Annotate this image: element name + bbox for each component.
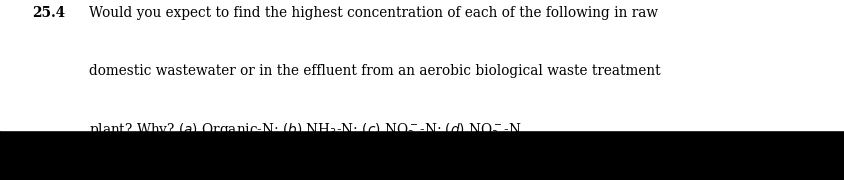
Text: domestic wastewater or in the effluent from an aerobic biological waste treatmen: domestic wastewater or in the effluent f… (89, 64, 659, 78)
Bar (0, 0, 844, 130)
Text: Would you expect to find the highest concentration of each of the following in r: Would you expect to find the highest con… (89, 6, 657, 20)
Text: 25.4: 25.4 (32, 6, 65, 20)
Text: plant? Why? $(a)$ Organic-N; $(b)$ NH$_3$-N; $(c)$ NO$_2^-$-N; $(d)$ NO$_3^-$-N.: plant? Why? $(a)$ Organic-N; $(b)$ NH$_3… (89, 122, 524, 141)
